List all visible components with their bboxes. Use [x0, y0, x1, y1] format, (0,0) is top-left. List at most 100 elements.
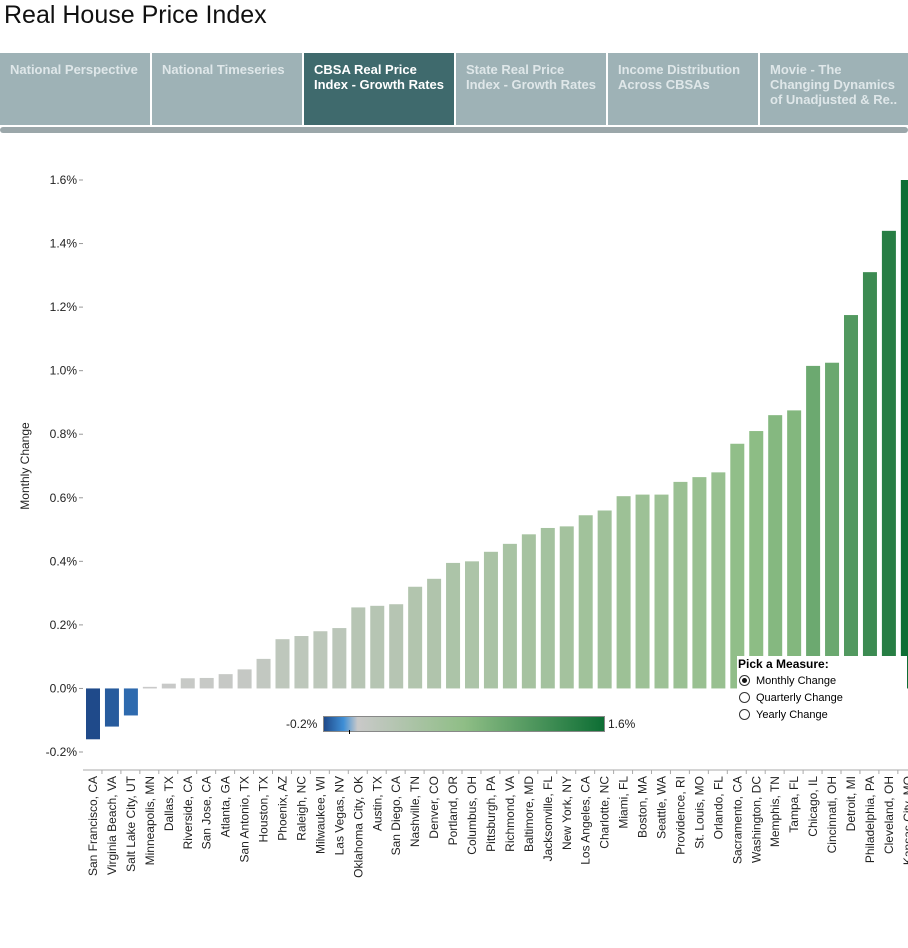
- color-legend-zero-marker: [349, 730, 350, 734]
- x-tick-label: Denver, CO: [427, 776, 441, 839]
- bar: [408, 586, 423, 689]
- bar: [237, 669, 252, 689]
- x-tick-label: Portland, OR: [446, 776, 460, 846]
- bar: [465, 561, 479, 689]
- bar: [351, 607, 366, 689]
- tab-national-timeseries[interactable]: National Timeseries: [152, 53, 302, 125]
- bar: [635, 494, 650, 689]
- x-tick-label: Detroit, MI: [844, 776, 858, 831]
- measure-option-label: Yearly Change: [756, 708, 828, 721]
- bar: [142, 686, 157, 689]
- bar: [881, 230, 896, 689]
- tab-income-distribution[interactable]: Income Distribution Across CBSAs: [608, 53, 758, 125]
- bar: [427, 578, 442, 689]
- x-tick-label: Sacramento, CA: [730, 776, 744, 864]
- y-tick-label: 1.4%: [50, 237, 78, 251]
- x-tick-label: Raleigh, NC: [294, 776, 308, 841]
- x-tick-label: Houston, TX: [257, 776, 271, 842]
- x-tick-label: Cleveland, OH: [882, 776, 896, 854]
- x-tick-label: Tampa, FL: [787, 776, 801, 833]
- measure-picker-title: Pick a Measure:: [738, 657, 829, 671]
- dashboard-tab-bar: National Perspective National Timeseries…: [0, 53, 908, 125]
- page-title: Real House Price Index: [4, 1, 267, 29]
- bar: [844, 315, 858, 689]
- x-tick-label: San Jose, CA: [200, 776, 214, 849]
- measure-option-monthly[interactable]: Monthly Change: [737, 672, 907, 689]
- bar: [768, 415, 783, 689]
- bar: [806, 365, 821, 689]
- bar: [256, 658, 271, 689]
- bar: [654, 494, 669, 689]
- bar: [597, 510, 612, 689]
- x-tick-label: Riverside, CA: [181, 776, 195, 849]
- bar: [218, 674, 233, 689]
- tab-cbsa-real-price-index[interactable]: CBSA Real Price Index - Growth Rates: [304, 53, 454, 125]
- bar: [787, 410, 802, 689]
- color-legend-gradient: [323, 716, 605, 732]
- x-tick-label: Chicago, IL: [806, 776, 820, 837]
- x-tick-label: Salt Lake City, UT: [124, 775, 138, 871]
- radio-unchecked-icon[interactable]: [739, 692, 750, 703]
- bar-chart: -0.2% 0.0% 0.2% 0.4% 0.6% 0.8% 1.0% 1.2% 1.4% 1.6…: [18, 173, 908, 878]
- x-tick-label: Memphis, TN: [768, 776, 782, 847]
- y-tick-label: 0.6%: [50, 491, 78, 505]
- measure-option-yearly[interactable]: Yearly Change: [737, 706, 907, 723]
- bar: [446, 562, 461, 689]
- bar: [711, 472, 726, 689]
- bar: [692, 477, 707, 689]
- x-tick-label: San Diego, CA: [389, 776, 403, 855]
- bar: [294, 636, 309, 689]
- bar: [313, 631, 328, 689]
- x-tick-label: Baltimore, MD: [522, 776, 536, 852]
- bar: [180, 678, 195, 689]
- bar: [86, 688, 100, 740]
- x-tick-label: Jacksonville, FL: [541, 776, 555, 862]
- x-tick-label: Kansas City, MO: [901, 776, 908, 865]
- x-tick-label: St. Louis, MO: [692, 776, 706, 849]
- bar: [749, 431, 764, 689]
- measure-option-quarterly[interactable]: Quarterly Change: [737, 689, 907, 706]
- x-tick-label: Columbus, OH: [465, 776, 479, 855]
- x-tick-label: Oklahoma City, OK: [351, 776, 365, 878]
- bar: [673, 481, 688, 689]
- bar: [483, 551, 498, 689]
- measure-picker: Pick a Measure: Monthly Change Quarterly…: [737, 656, 907, 725]
- bar: [578, 515, 593, 689]
- radio-unchecked-icon[interactable]: [739, 709, 750, 720]
- x-tick-label: Austin, TX: [370, 776, 384, 831]
- bar: [862, 272, 877, 689]
- bar: [540, 527, 555, 689]
- x-tick-label: Providence, RI: [673, 776, 687, 855]
- y-tick-label: -0.2%: [46, 745, 78, 759]
- bar: [730, 443, 745, 689]
- x-tick-label: Las Vegas, NV: [332, 776, 346, 855]
- x-tick-label: Milwaukee, WI: [313, 776, 327, 854]
- x-tick-label: Charlotte, NC: [598, 776, 612, 849]
- y-tick-label: 0.0%: [50, 681, 78, 695]
- tab-national-perspective[interactable]: National Perspective: [0, 53, 150, 125]
- y-axis-label: Monthly Change: [18, 422, 32, 510]
- y-tick-label: 1.6%: [50, 173, 78, 187]
- bar: [389, 604, 404, 689]
- measure-option-label: Monthly Change: [756, 674, 837, 687]
- x-tick-label: New York, NY: [560, 776, 574, 850]
- bar: [502, 543, 517, 689]
- x-tick-label: Los Angeles, CA: [579, 776, 593, 865]
- color-legend-max-label: 1.6%: [608, 717, 636, 731]
- bar: [104, 688, 119, 727]
- x-tick-label: Boston, MA: [636, 776, 650, 838]
- x-tick-label: Richmond, VA: [503, 776, 517, 852]
- bar: [199, 677, 214, 689]
- bar: [825, 362, 840, 689]
- x-tick-label: Virginia Beach, VA: [105, 776, 119, 875]
- x-tick-label: Minneapolis, MN: [143, 776, 157, 865]
- x-tick-label: Atlanta, GA: [219, 776, 233, 837]
- bar: [616, 496, 631, 689]
- radio-checked-icon[interactable]: [739, 675, 750, 686]
- y-tick-label: 0.8%: [50, 427, 78, 441]
- x-tick-label: San Francisco, CA: [86, 776, 100, 876]
- x-tick-label: Washington, DC: [749, 776, 763, 863]
- bar: [275, 639, 290, 689]
- tab-state-real-price-index[interactable]: State Real Price Index - Growth Rates: [456, 53, 606, 125]
- tab-movie-changing-dynamics[interactable]: Movie - The Changing Dynamics of Unadjus…: [760, 53, 908, 125]
